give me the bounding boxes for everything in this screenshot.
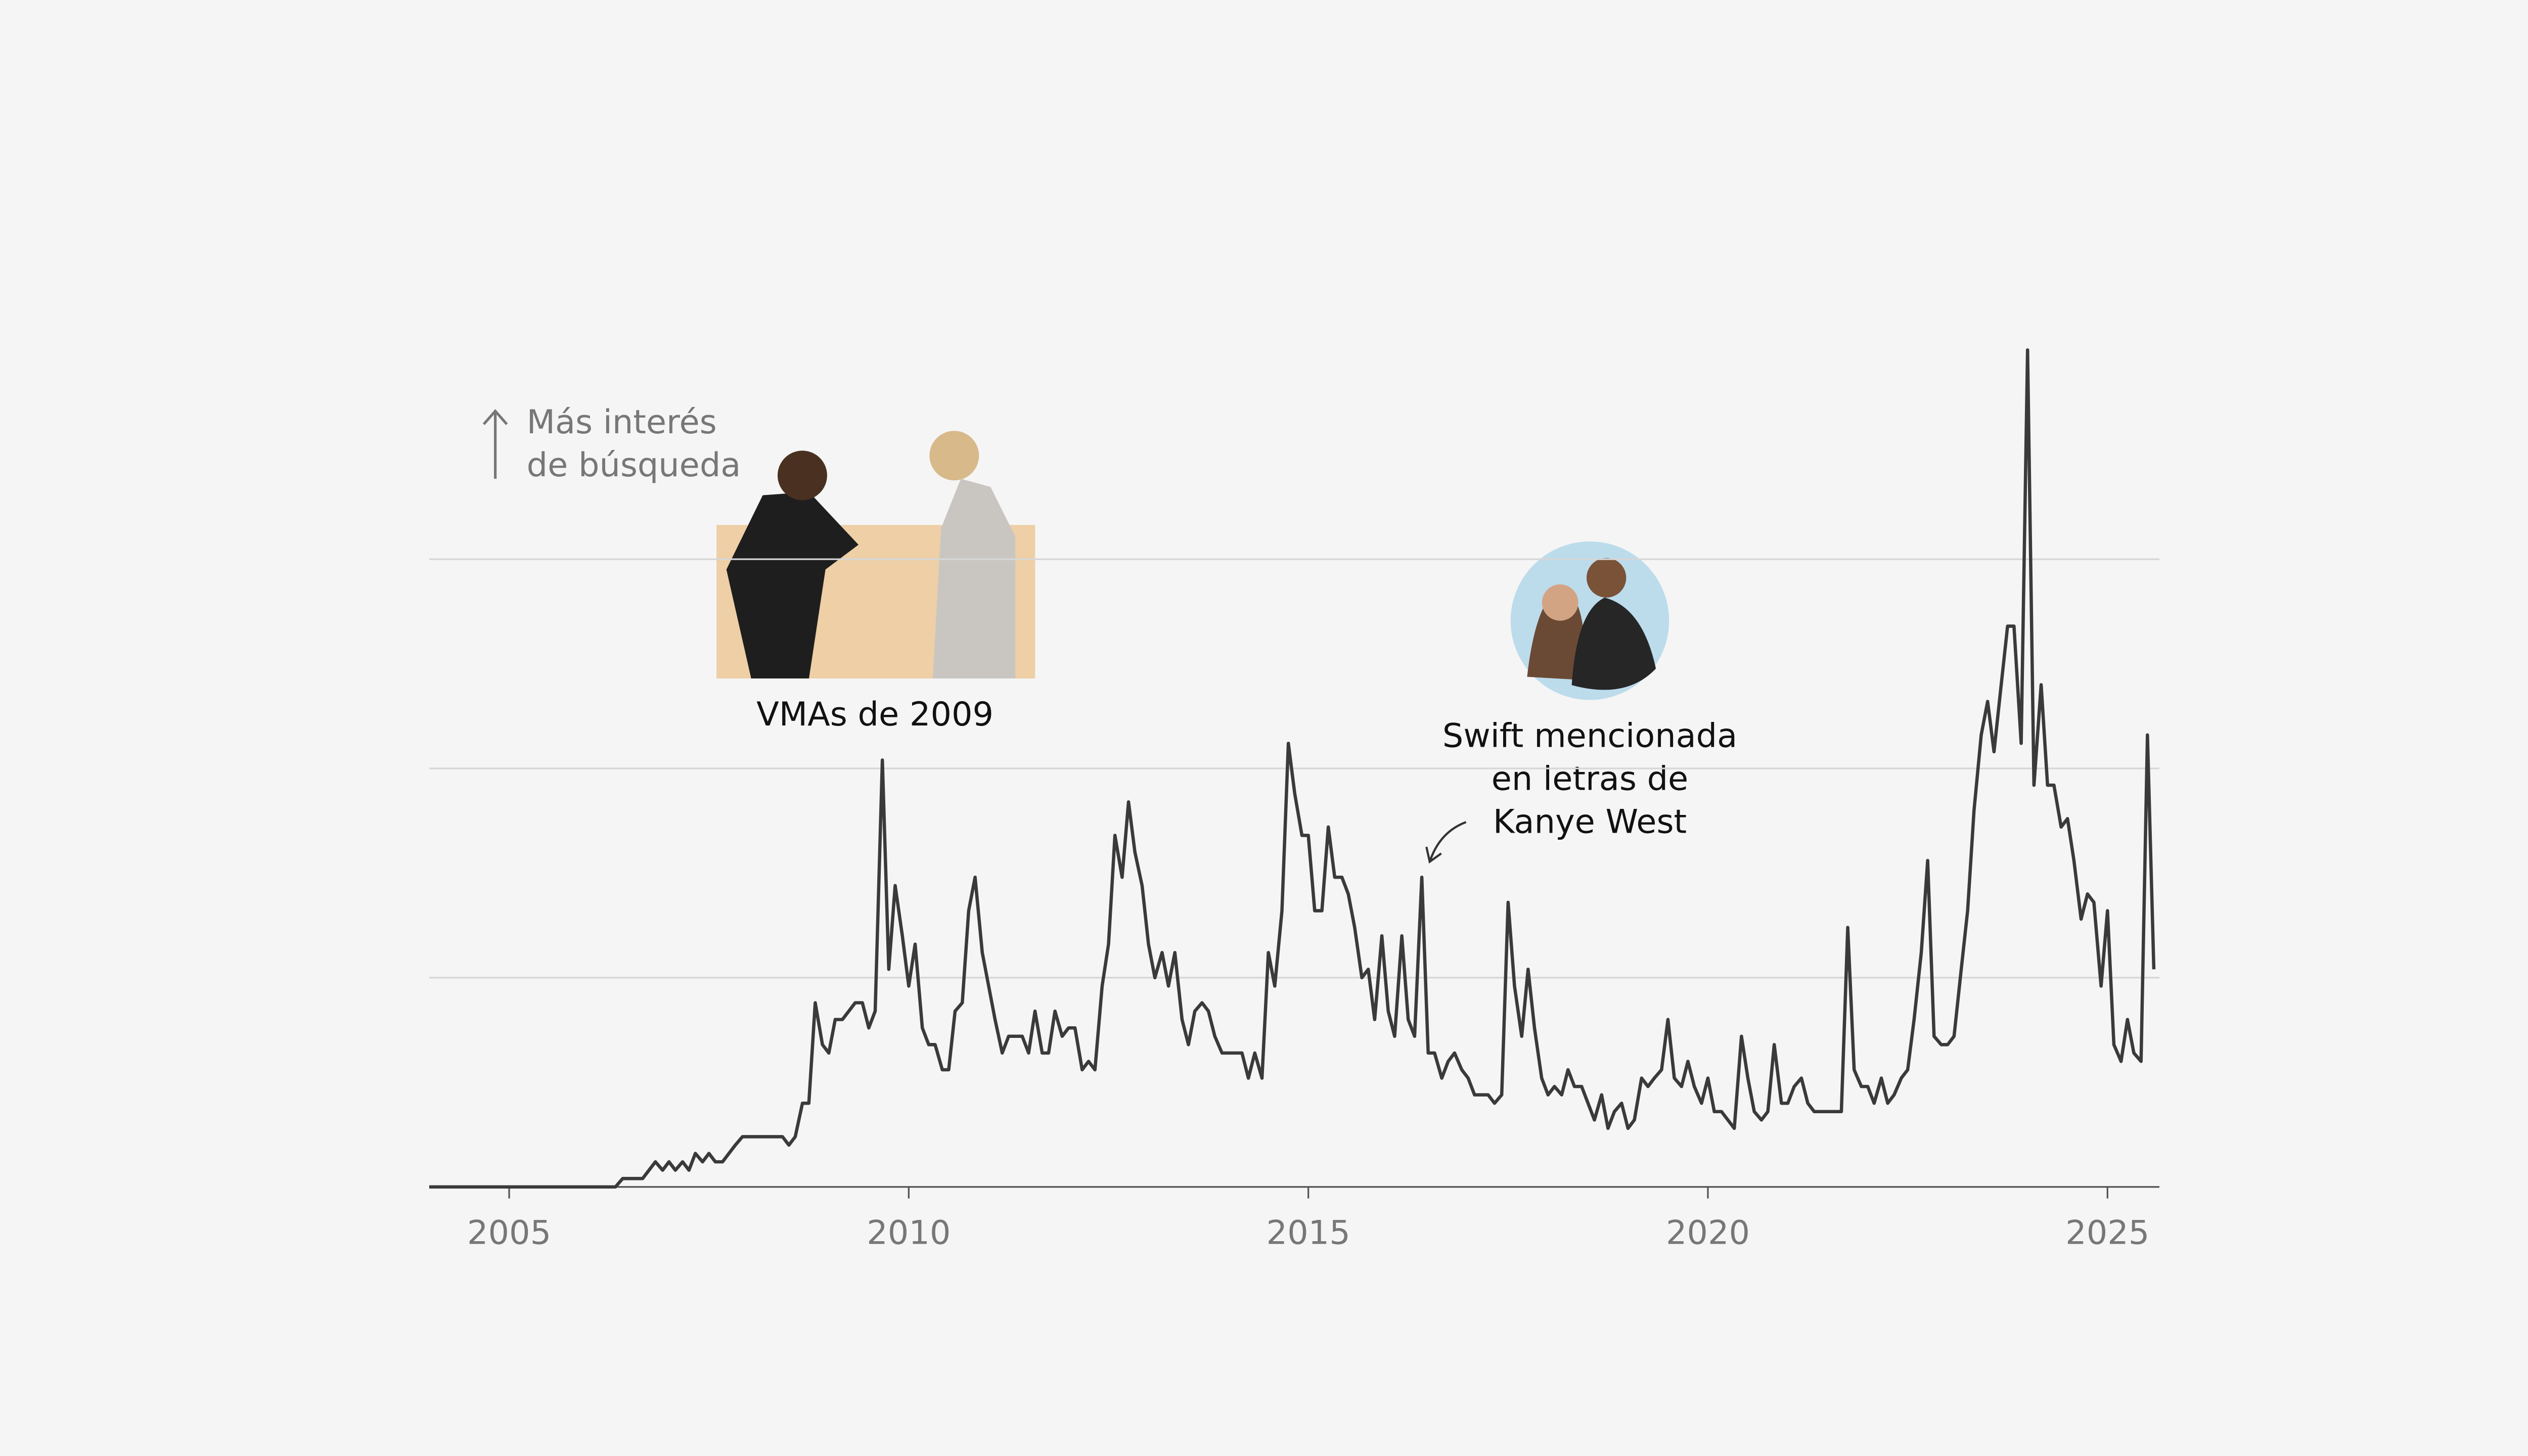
axis-note: Más interés bbox=[527, 403, 717, 441]
x-tick-label: 2015 bbox=[1267, 1214, 1350, 1252]
x-tick-label: 2010 bbox=[867, 1214, 951, 1252]
pointer-arrow bbox=[1425, 821, 1467, 864]
x-tick-label: 2025 bbox=[2065, 1214, 2149, 1252]
vmas-photo bbox=[716, 431, 1035, 679]
annotation: Kanye West bbox=[1493, 802, 1687, 841]
x-tick-label: 2020 bbox=[1666, 1214, 1750, 1252]
annotation: Swift mencionada bbox=[1442, 717, 1737, 755]
annotation: en letras de bbox=[1492, 760, 1689, 798]
axis-note: de búsqueda bbox=[527, 446, 741, 484]
x-tick-label: 2005 bbox=[467, 1214, 551, 1252]
annotation: VMAs de 2009 bbox=[756, 695, 994, 734]
couple-photo bbox=[1510, 541, 1669, 700]
plot: 2005 2010 2015 2020 2025 bbox=[429, 348, 2160, 1252]
line bbox=[429, 348, 2156, 1189]
up-arrow bbox=[482, 409, 508, 479]
